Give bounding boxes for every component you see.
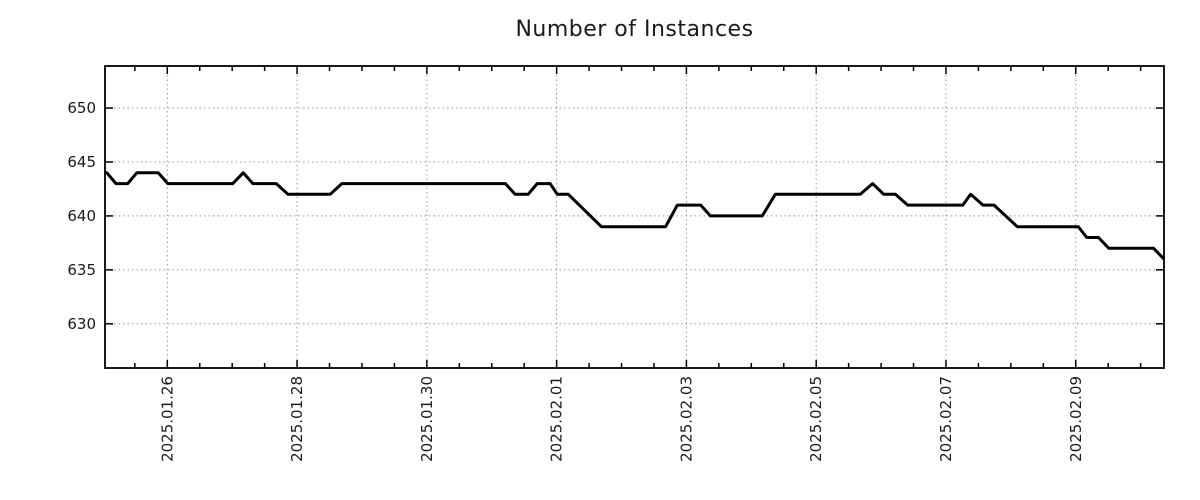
x-tick-label: 2025.02.03: [677, 376, 695, 462]
x-tick-label: 2025.02.09: [1067, 376, 1085, 462]
x-tick-label: 2025.01.28: [288, 376, 306, 462]
y-tick-label: 635: [67, 261, 96, 279]
x-tick-label: 2025.01.30: [418, 376, 436, 462]
plot-border: [104, 65, 1165, 369]
y-tick-label: 650: [67, 99, 96, 117]
chart-title: Number of Instances: [515, 17, 754, 42]
x-tick-label: 2025.02.07: [937, 376, 955, 462]
y-tick-label: 640: [67, 207, 96, 225]
x-tick-label: 2025.02.05: [807, 376, 825, 462]
y-tick-label: 630: [67, 315, 96, 333]
y-tick-label: 645: [67, 153, 96, 171]
series-line-instances: [105, 171, 1166, 261]
x-tick-label: 2025.01.26: [158, 376, 176, 462]
x-tick-label: 2025.02.01: [548, 376, 566, 462]
